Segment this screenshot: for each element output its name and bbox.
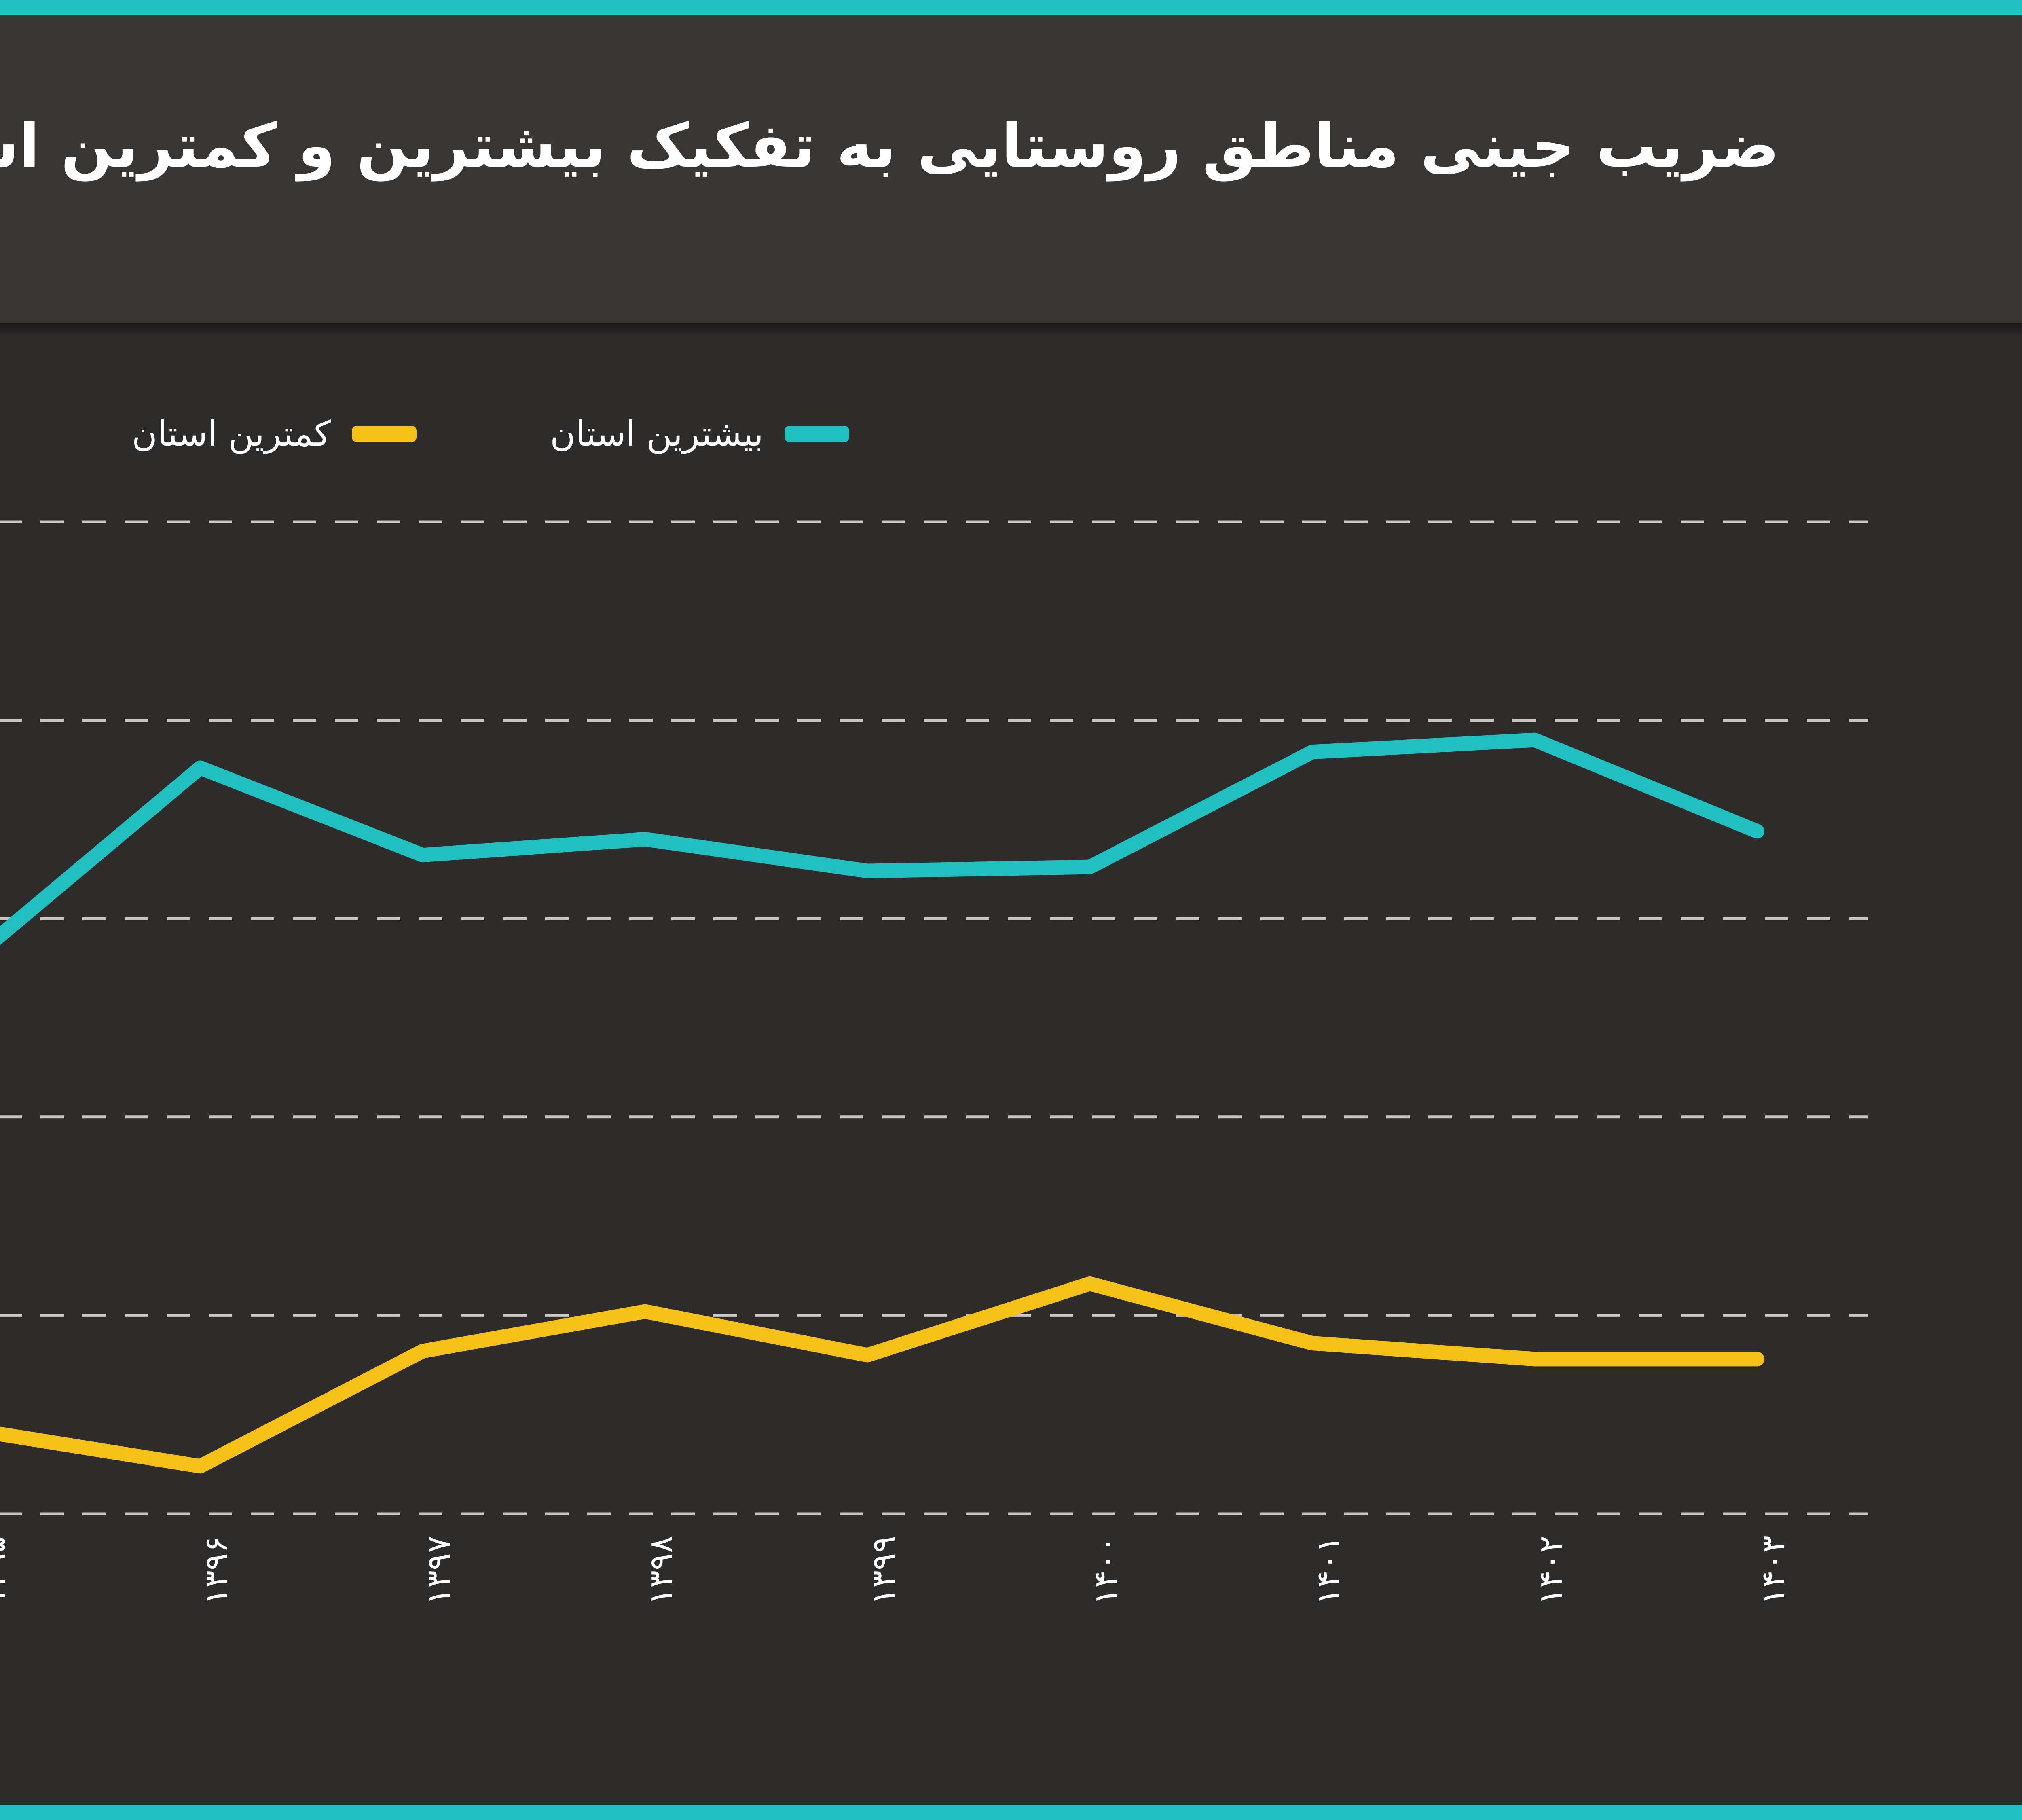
x-axis-tick-label: ۱۳۹۷ (420, 1536, 457, 1605)
x-axis-tick-label: ۱۳۹۹ (865, 1536, 902, 1605)
bottom-accent-bar (0, 1805, 2022, 1820)
series-line-highest (0, 732, 1764, 945)
x-axis-tick-label: ۱۴۰۳ (1754, 1536, 1792, 1605)
top-accent-bar (0, 0, 2022, 15)
x-axis-tick-label: ۱۴۰۲ (1532, 1536, 1569, 1605)
legend-label-highest: بیشترین استان (550, 414, 764, 454)
x-axis-tick-label: ۱۳۹۵ (0, 1536, 13, 1605)
legend-swatch-highest (785, 426, 849, 442)
x-axis-tick-label: ۱۳۹۶ (197, 1536, 235, 1605)
legend-item-lowest[interactable]: کمترین استان (132, 417, 417, 451)
header-band: اکوایران تصویـر اقتصـاد ایـران ضریب جینی… (0, 15, 2022, 323)
legend-swatch-lowest (351, 426, 417, 442)
x-axis-tick-label: ۱۴۰۰ (1087, 1536, 1125, 1605)
legend-label-lowest: کمترین استان (131, 414, 331, 454)
page-title: ضریب جینی مناطق روستایی به تفکیک بیشترین… (0, 111, 1779, 181)
chart-legend: بیشترین استان کمترین استان (132, 417, 849, 451)
x-axis-tick-label: ۱۴۰۱ (1309, 1536, 1347, 1605)
legend-item-highest[interactable]: بیشترین استان (550, 417, 849, 451)
series-line-lowest (0, 1276, 1764, 1474)
x-axis-tick-label: ۱۳۹۸ (642, 1536, 680, 1605)
